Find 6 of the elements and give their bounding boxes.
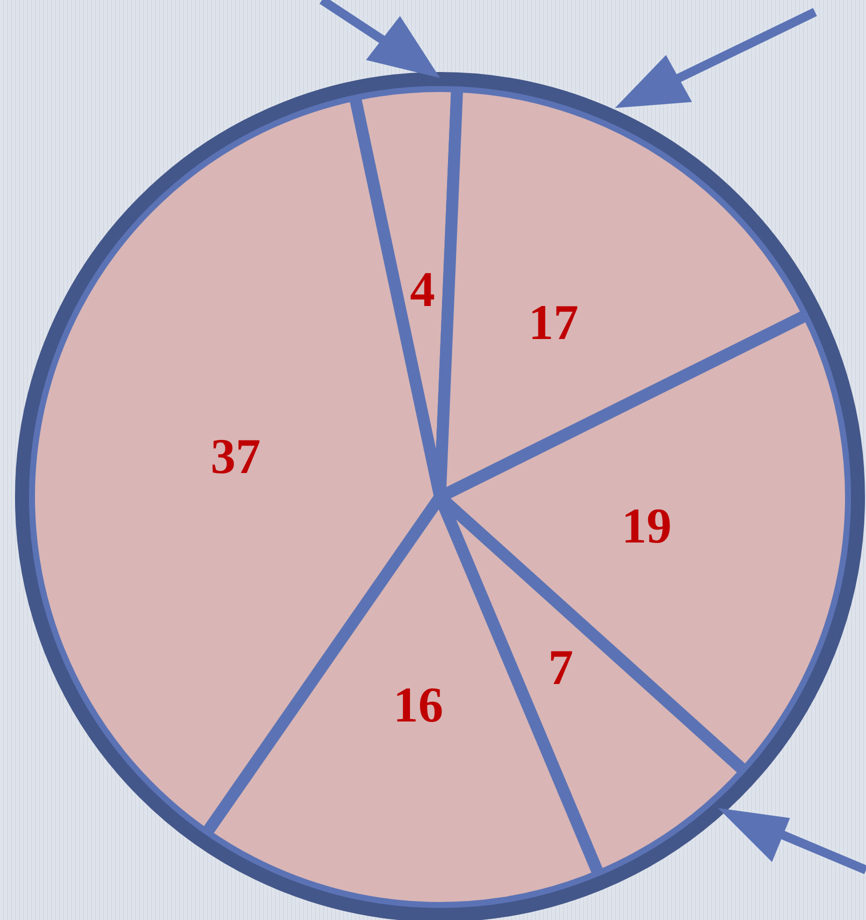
data-label: 7 <box>548 638 574 695</box>
data-label: 17 <box>528 294 579 350</box>
data-label: 16 <box>393 676 444 732</box>
data-label: 4 <box>410 261 436 318</box>
data-label: 19 <box>622 497 672 554</box>
data-label: 37 <box>210 428 261 484</box>
